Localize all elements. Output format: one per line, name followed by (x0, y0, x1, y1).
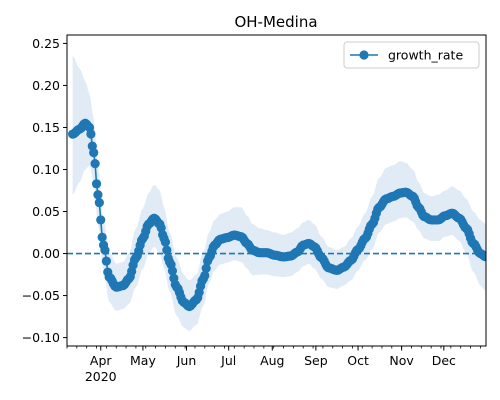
plot-frame (66, 34, 487, 347)
data-point (93, 190, 103, 200)
data-point (100, 245, 110, 255)
data-point (91, 179, 102, 189)
data-point (167, 266, 178, 276)
x-tick-label: Nov (389, 353, 414, 368)
data-point (481, 252, 486, 262)
axes: −0.10 −0.05 0.00 0.05 0.10 0.15 0.20 0.25 Apr202… (22, 34, 487, 384)
x-tick-label: Jul (220, 353, 236, 368)
data-point (97, 232, 107, 242)
confidence-band (72, 56, 486, 331)
y-tick-label: 0.25 (32, 36, 60, 51)
data-point (86, 129, 96, 139)
x-tick-label: Oct (347, 353, 369, 368)
x-tick-label: Sep (304, 353, 328, 368)
x-tick-label: Aug (260, 353, 284, 368)
legend-label: growth_rate (388, 48, 463, 63)
data-point (156, 223, 166, 233)
y-tick-label: −0.05 (22, 288, 60, 303)
y-tick-label: 0.15 (32, 120, 60, 135)
y-tick-label: −0.10 (22, 330, 60, 345)
legend-box (343, 41, 480, 69)
legend-marker (359, 50, 369, 60)
x-tick-label: May (130, 353, 156, 368)
y-tick-label: 0.20 (32, 78, 60, 93)
data-point (90, 158, 100, 169)
data-point (94, 197, 104, 208)
data-point (201, 263, 211, 273)
x-tick-label: Dec (432, 353, 456, 368)
legend: growth_rate (343, 41, 480, 69)
data-point (200, 270, 210, 281)
y-tick-label: 0.00 (32, 246, 60, 261)
data-point (101, 256, 111, 266)
y-tick-label: 0.10 (32, 162, 60, 177)
plot-area (67, 56, 486, 331)
data-point (89, 148, 99, 158)
chart-title: OH-Medina (234, 13, 317, 31)
x-tick-label: Jun (176, 353, 197, 368)
data-point (96, 215, 106, 225)
x-tick-label: Apr (90, 353, 112, 368)
data-point (162, 245, 172, 255)
x-tick-sublabel: 2020 (85, 369, 117, 384)
data-point (160, 237, 171, 247)
y-tick-label: 0.05 (32, 204, 60, 219)
series-markers-growth-rate (68, 118, 486, 312)
